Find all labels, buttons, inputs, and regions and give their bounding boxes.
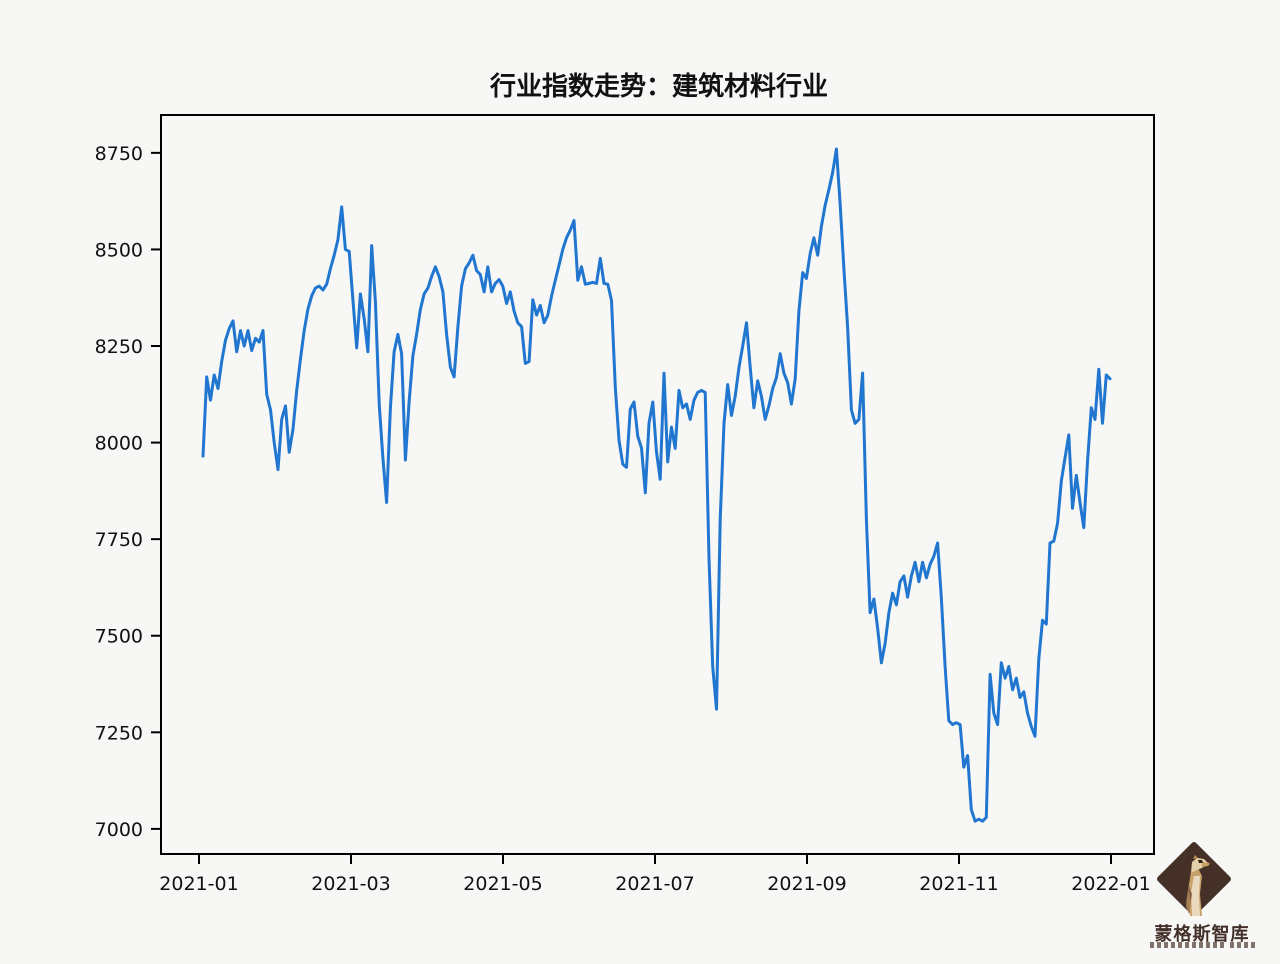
meerkat-icon (1186, 855, 1212, 916)
logo-tagline-end (1230, 942, 1256, 948)
logo-tagline (1150, 942, 1224, 948)
y-tick-label: 7750 (95, 529, 143, 551)
x-axis: 2021-01 2021-03 2021-05 2021-07 2021-09 2021-… (159, 854, 1151, 895)
plot-border (160, 114, 1155, 855)
y-tick-label: 7250 (95, 722, 143, 744)
logo-title: 蒙格斯智库 (1154, 924, 1250, 944)
x-tick-label: 2021-11 (919, 873, 998, 895)
x-tick-label: 2021-07 (615, 873, 694, 895)
index-line (201, 147, 1112, 823)
chart-title: 行业指数走势：建筑材料行业 (489, 71, 828, 101)
x-tick-label: 2021-05 (463, 873, 542, 895)
y-tick-label: 8500 (95, 239, 143, 261)
mengesi-thinktank-logo: 蒙格斯智库 (1146, 840, 1258, 954)
y-tick-label: 8750 (95, 143, 143, 165)
y-tick-label: 8000 (95, 433, 143, 455)
x-tick-label: 2021-03 (311, 873, 390, 895)
y-tick-label: 8250 (95, 336, 143, 358)
y-axis: 7000 7250 7500 7750 8000 8250 8500 8750 (95, 143, 161, 841)
x-tick-label: 2022-01 (1071, 873, 1150, 895)
y-tick-label: 7500 (95, 626, 143, 648)
x-tick-label: 2021-09 (767, 873, 846, 895)
x-tick-label: 2021-01 (159, 873, 238, 895)
y-tick-label: 7000 (95, 819, 143, 841)
